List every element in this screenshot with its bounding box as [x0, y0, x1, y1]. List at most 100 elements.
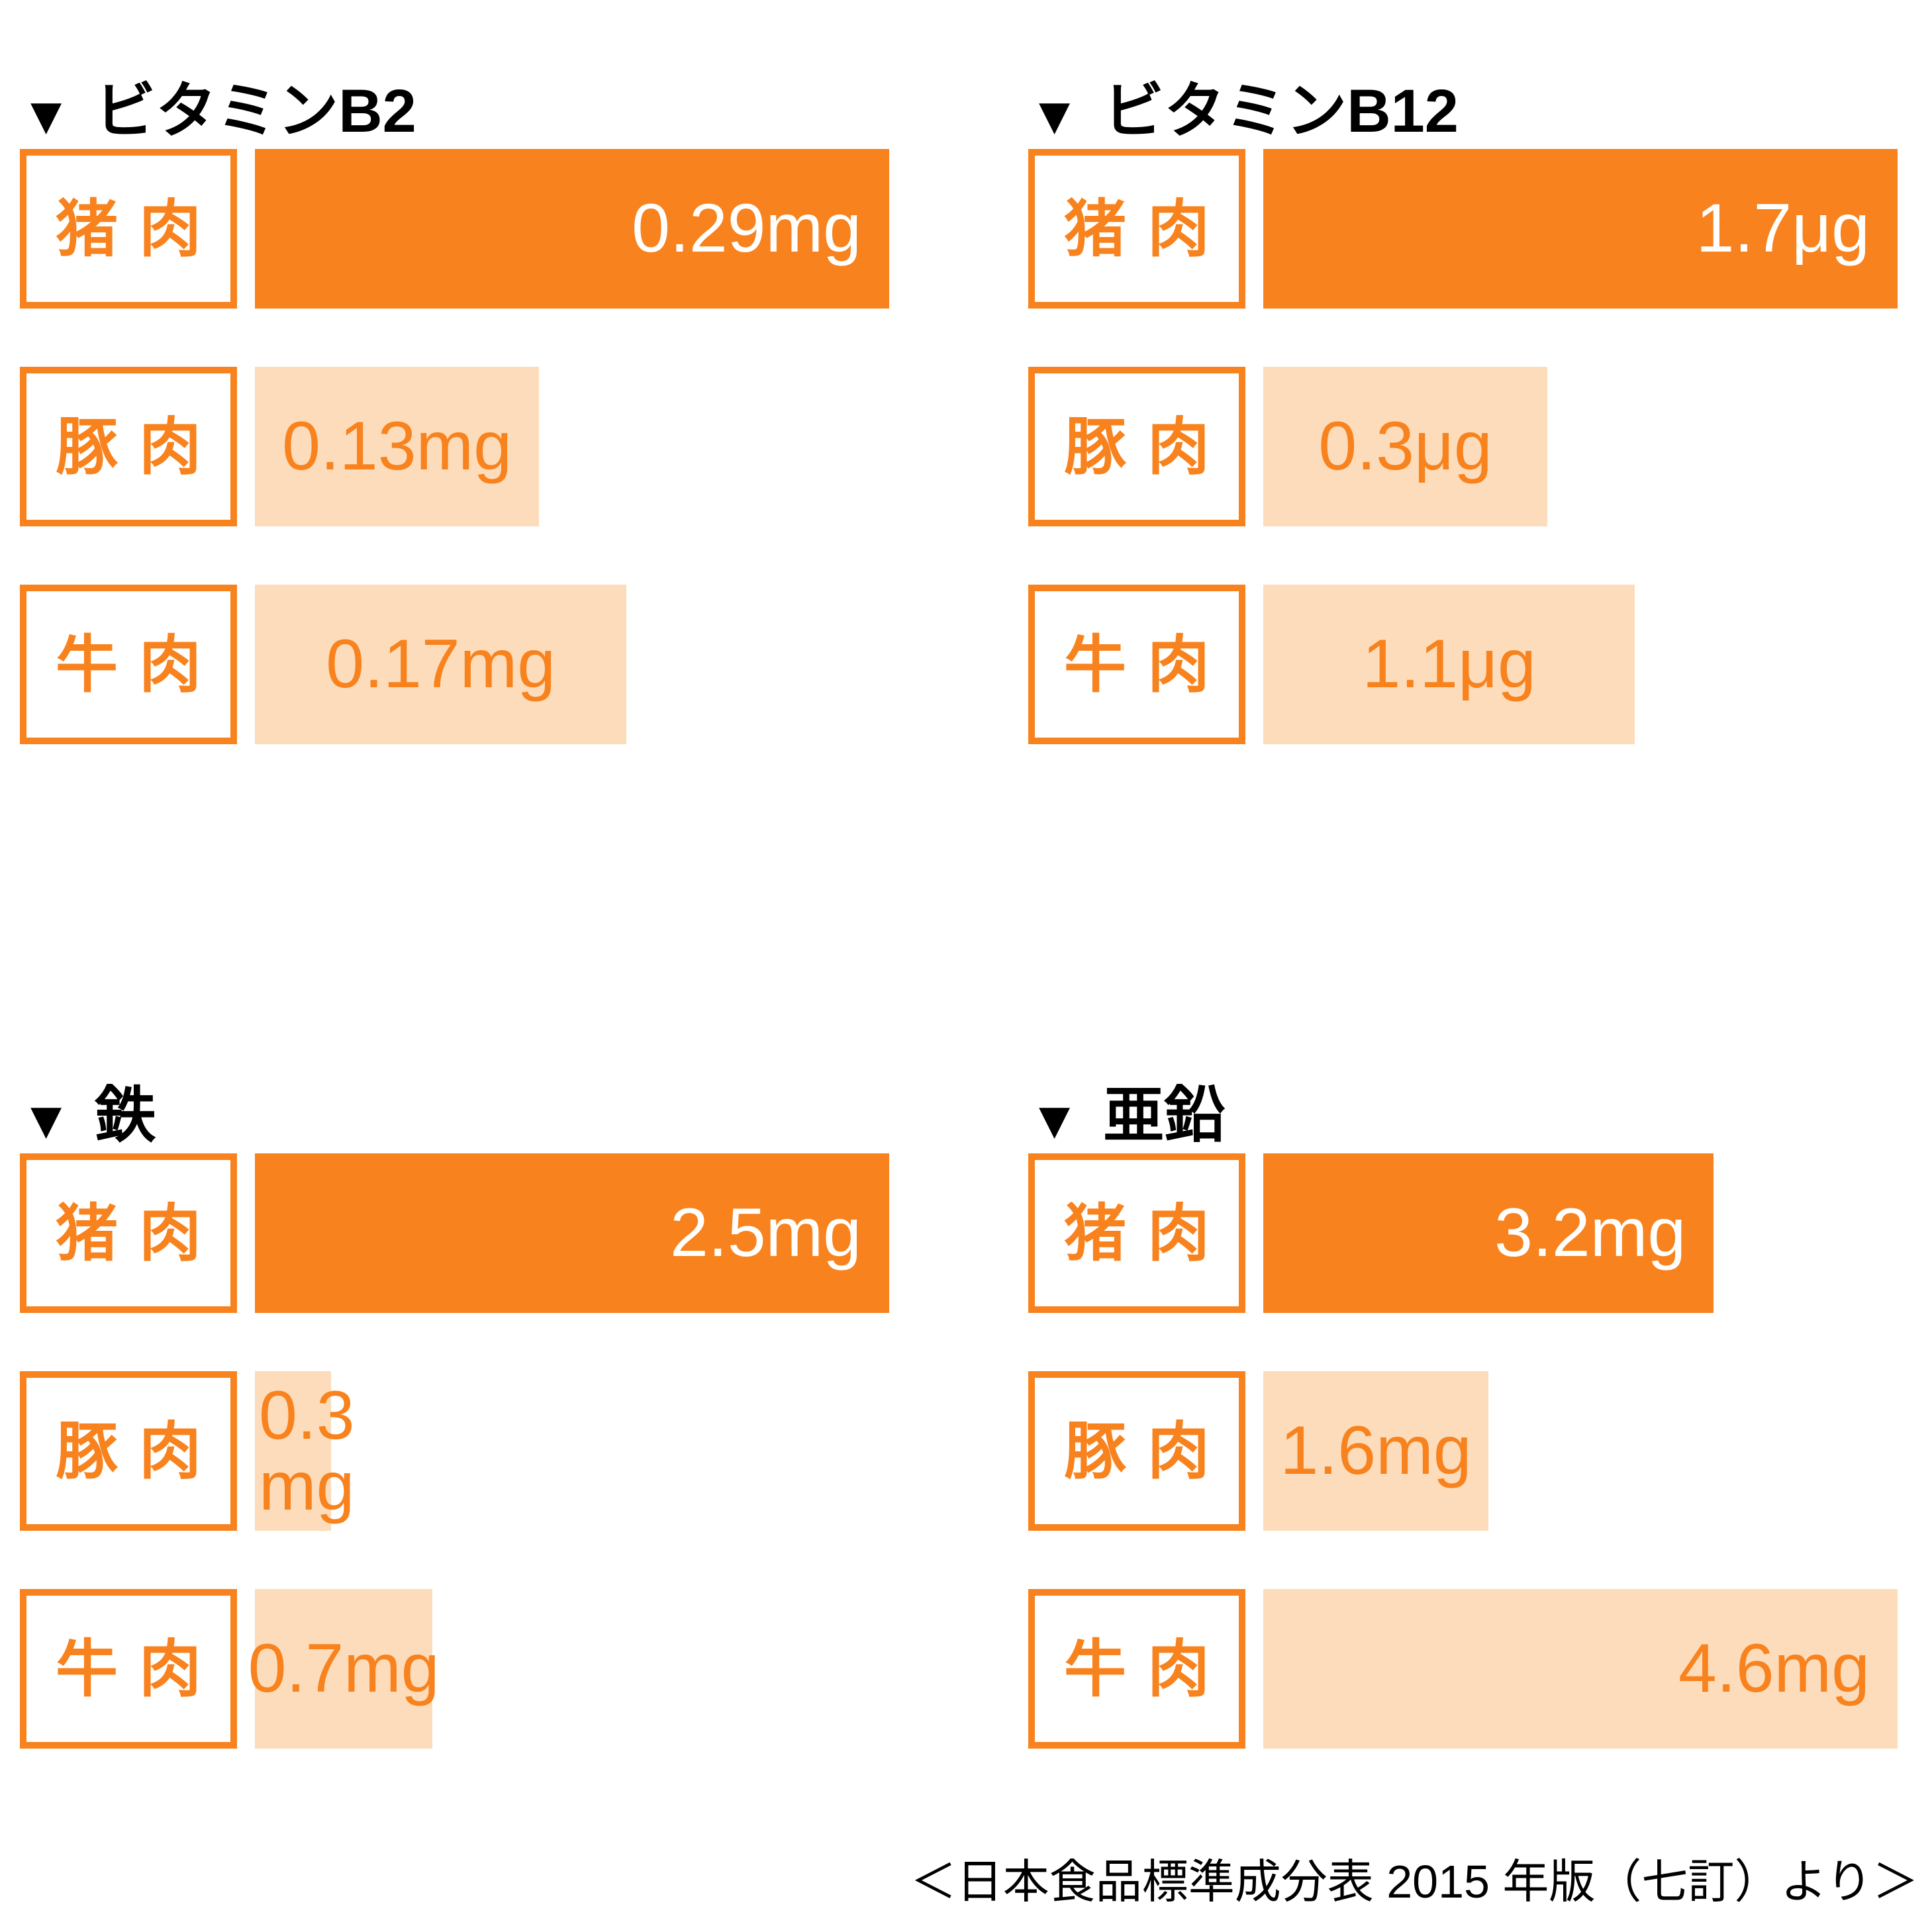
bar-zinc-pork: 1.6mg	[1263, 1371, 1489, 1531]
category-label-char: 牛	[1064, 1633, 1127, 1704]
category-label-char: 牛	[56, 1633, 119, 1704]
bar-b12-boar: 1.7μg	[1263, 149, 1898, 309]
chart-title-vitamin-b12: ▼ ビタミンB12	[1028, 77, 1459, 147]
bar-b2-pork: 0.13mg	[255, 367, 540, 526]
bar-value-label: 2.5mg	[669, 1194, 861, 1272]
triangle-marker-icon: ▼	[1028, 1090, 1081, 1150]
category-label-char: 肉	[138, 1198, 201, 1268]
bar-value-label: 0.17mg	[326, 626, 556, 703]
chart-title-iron: ▼ 鉄	[20, 1081, 156, 1151]
bar-b2-boar: 0.29mg	[255, 149, 889, 309]
bar-iron-beef: 0.7mg	[248, 1589, 440, 1749]
bar-b2-beef: 0.17mg	[255, 585, 627, 744]
bar-row-b2-beef: 牛 肉 0.17mg	[20, 585, 910, 744]
bar-track: 3.2mg	[1263, 1153, 1898, 1313]
label-box-beef: 牛 肉	[1028, 1589, 1245, 1749]
category-label-char: 肉	[1147, 1416, 1210, 1486]
bar-row-iron-pork: 豚 肉 0.3 mg	[20, 1371, 910, 1531]
triangle-marker-icon: ▼	[20, 86, 73, 146]
triangle-marker-icon: ▼	[1028, 86, 1081, 146]
label-box-beef: 牛 肉	[1028, 585, 1245, 744]
label-box-pork: 豚 肉	[1028, 367, 1245, 526]
category-label-char: 豚	[1064, 411, 1127, 481]
category-label-char: 猪	[56, 193, 119, 264]
category-label-char: 豚	[1064, 1416, 1127, 1486]
bar-row-b2-pork: 豚 肉 0.13mg	[20, 367, 910, 526]
bar-value-label: 0.3μg	[1318, 408, 1492, 485]
category-label-char: 猪	[1064, 193, 1127, 264]
bar-row-zinc-pork: 豚 肉 1.6mg	[1028, 1371, 1919, 1531]
chart-iron: ▼ 鉄 猪 肉 2.5mg 豚 肉 0.3 mg	[20, 1031, 910, 1792]
bar-track: 0.3μg	[1263, 367, 1898, 526]
bar-track: 4.6mg	[1263, 1589, 1898, 1749]
bar-row-zinc-beef: 牛 肉 4.6mg	[1028, 1589, 1919, 1749]
bar-zinc-boar: 3.2mg	[1263, 1153, 1714, 1313]
category-label-char: 猪	[56, 1198, 119, 1268]
chart-zinc: ▼ 亜鉛 猪 肉 3.2mg 豚 肉 1.6mg	[1028, 1031, 1919, 1792]
bar-zinc-beef: 4.6mg	[1263, 1589, 1898, 1749]
label-box-pork: 豚 肉	[1028, 1371, 1245, 1531]
category-label-char: 肉	[1147, 193, 1210, 264]
bar-row-b12-pork: 豚 肉 0.3μg	[1028, 367, 1919, 526]
bar-track: 0.29mg	[255, 149, 889, 309]
category-label-char: 肉	[138, 629, 201, 699]
bar-value-label: 4.6mg	[1678, 1630, 1870, 1708]
bar-value-label: 3.2mg	[1494, 1194, 1686, 1272]
bar-row-iron-beef: 牛 肉 0.7mg	[20, 1589, 910, 1749]
label-box-boar: 猪 肉	[1028, 1153, 1245, 1313]
bar-value-label: 1.7μg	[1696, 190, 1870, 267]
chart-vitamin-b12: ▼ ビタミンB12 猪 肉 1.7μg 豚 肉 0.3μg	[1028, 26, 1919, 788]
bar-value-label: 1.1μg	[1362, 626, 1536, 703]
bar-track: 1.6mg	[1263, 1371, 1898, 1531]
chart-title-text: 亜鉛	[1103, 1082, 1226, 1150]
source-note: ＜日本食品標準成分表 2015 年版（七訂）より＞	[910, 1856, 1919, 1908]
bar-track: 0.13mg	[255, 367, 889, 526]
category-label-char: 牛	[1064, 629, 1127, 699]
category-label-char: 肉	[1147, 411, 1210, 481]
category-label-char: 肉	[1147, 629, 1210, 699]
label-box-boar: 猪 肉	[1028, 149, 1245, 309]
category-label-char: 肉	[138, 193, 201, 264]
bar-value-label: 0.7mg	[248, 1630, 440, 1708]
chart-title-text: 鉄	[95, 1082, 156, 1150]
triangle-marker-icon: ▼	[20, 1090, 73, 1150]
category-label-char: 豚	[56, 411, 119, 481]
bar-value-label: 0.3 mg	[259, 1377, 355, 1525]
category-label-char: 肉	[138, 411, 201, 481]
bar-iron-boar: 2.5mg	[255, 1153, 889, 1313]
bar-row-zinc-boar: 猪 肉 3.2mg	[1028, 1153, 1919, 1313]
bar-iron-pork: 0.3 mg	[255, 1371, 355, 1531]
bar-track: 1.1μg	[1263, 585, 1898, 744]
label-box-beef: 牛 肉	[20, 585, 237, 744]
label-box-pork: 豚 肉	[20, 367, 237, 526]
bar-track: 0.3 mg	[255, 1371, 889, 1531]
chart-title-text: ビタミンB2	[95, 77, 416, 146]
chart-title-text: ビタミンB12	[1103, 77, 1459, 146]
bar-b12-beef: 1.1μg	[1263, 585, 1635, 744]
bar-row-b2-boar: 猪 肉 0.29mg	[20, 149, 910, 309]
chart-vitamin-b2: ▼ ビタミンB2 猪 肉 0.29mg 豚 肉 0.13mg	[20, 26, 910, 788]
bar-row-iron-boar: 猪 肉 2.5mg	[20, 1153, 910, 1313]
category-label-char: 肉	[1147, 1633, 1210, 1704]
bar-value-label: 0.13mg	[282, 408, 512, 485]
bar-track: 2.5mg	[255, 1153, 889, 1313]
bar-value-label: 0.29mg	[632, 190, 861, 267]
bar-b12-pork: 0.3μg	[1263, 367, 1548, 526]
chart-title-vitamin-b2: ▼ ビタミンB2	[20, 77, 416, 147]
bar-track: 0.7mg	[248, 1589, 889, 1749]
bar-track: 0.17mg	[255, 585, 889, 744]
chart-title-zinc: ▼ 亜鉛	[1028, 1081, 1225, 1151]
category-label-char: 肉	[138, 1416, 201, 1486]
bar-track: 1.7μg	[1263, 149, 1898, 309]
label-box-boar: 猪 肉	[20, 1153, 237, 1313]
label-box-beef: 牛 肉	[20, 1589, 237, 1749]
label-box-pork: 豚 肉	[20, 1371, 237, 1531]
category-label-char: 牛	[56, 629, 119, 699]
bar-row-b12-boar: 猪 肉 1.7μg	[1028, 149, 1919, 309]
category-label-char: 猪	[1064, 1198, 1127, 1268]
bar-row-b12-beef: 牛 肉 1.1μg	[1028, 585, 1919, 744]
category-label-char: 豚	[56, 1416, 119, 1486]
category-label-char: 肉	[1147, 1198, 1210, 1268]
category-label-char: 肉	[138, 1633, 201, 1704]
